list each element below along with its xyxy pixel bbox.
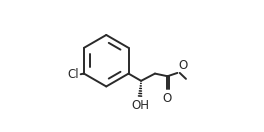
Text: Cl: Cl [68,68,79,81]
Text: OH: OH [131,99,149,112]
Text: O: O [163,92,172,105]
Text: O: O [178,59,187,72]
